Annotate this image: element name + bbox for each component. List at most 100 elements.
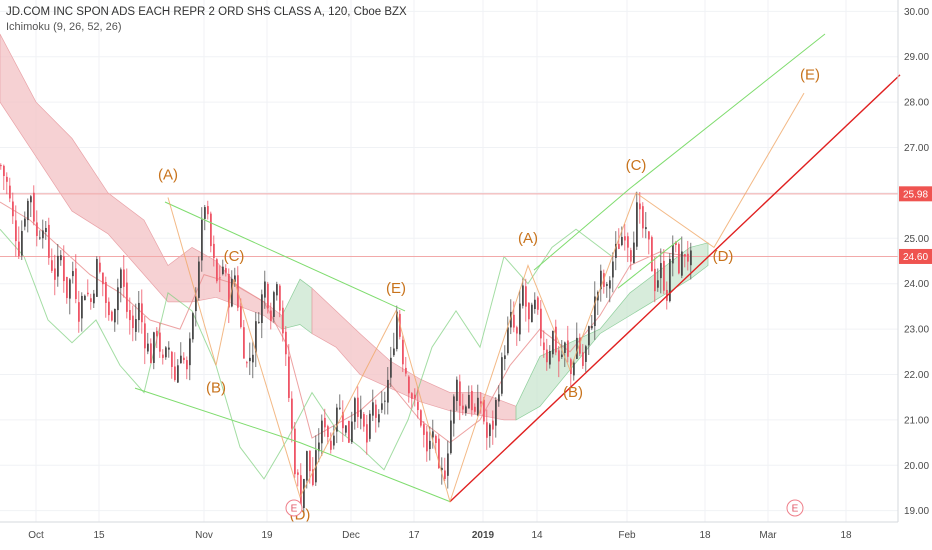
indicator-label[interactable]: Ichimoku (9, 26, 52, 26)	[6, 21, 122, 33]
candle-body	[99, 262, 101, 272]
candle-body	[96, 258, 98, 297]
candle-body	[312, 469, 314, 486]
wave-label: (B)	[563, 384, 583, 401]
candle-body	[138, 302, 140, 321]
price-badge	[899, 248, 932, 264]
candle-body	[6, 176, 8, 182]
candle-body	[93, 293, 95, 304]
candle-body	[240, 306, 242, 328]
candle-body	[609, 280, 611, 289]
candle-body	[147, 343, 149, 352]
candle-body	[153, 332, 155, 363]
candle-body	[357, 397, 359, 417]
price-tick-label: 22.00	[904, 370, 929, 381]
candle-body	[168, 347, 170, 350]
time-tick-label: Feb	[618, 530, 636, 541]
price-badge	[899, 186, 932, 202]
candle-body	[57, 255, 59, 277]
wave-label: (B)	[206, 380, 226, 397]
candle-body	[612, 261, 614, 278]
candle-body	[264, 281, 266, 298]
candle-body	[192, 313, 194, 340]
candle-body	[327, 426, 329, 438]
candle-body	[447, 453, 449, 476]
candle-body	[105, 282, 107, 303]
candles[interactable]	[0, 163, 692, 516]
candle-body	[9, 185, 11, 199]
candle-body	[33, 192, 35, 222]
candle-body	[498, 394, 500, 402]
candle-body	[393, 348, 395, 356]
candle-body	[45, 227, 47, 233]
candle-body	[171, 351, 173, 367]
cloud-bear	[0, 33, 283, 330]
time-axis[interactable]: Oct 15 Nov 19 Dec 17 2019 14 Feb 18 Mar 18	[0, 521, 898, 541]
candle-body	[537, 297, 539, 310]
candle-body	[114, 308, 116, 323]
candle-body	[72, 271, 74, 277]
wave-label: (E)	[800, 66, 820, 83]
candle-body	[69, 279, 71, 299]
candle-body	[621, 236, 623, 246]
candle-body	[132, 315, 134, 329]
candle-body	[111, 311, 113, 321]
candle-body	[630, 250, 632, 262]
candle-body	[507, 327, 509, 354]
candle-body	[567, 340, 569, 357]
elliott-wave-drawings[interactable]	[134, 33, 901, 504]
candle-body	[321, 420, 323, 444]
candle-body	[663, 260, 665, 291]
candle-body	[120, 269, 122, 289]
candle-body	[426, 431, 428, 452]
candle-body	[162, 354, 164, 358]
candle-body	[468, 394, 470, 409]
candle-body	[351, 421, 353, 443]
candle-body	[549, 350, 551, 365]
ichimoku-cloud	[0, 33, 709, 421]
candle-body	[522, 285, 524, 306]
candle-body	[213, 243, 215, 259]
candle-body	[471, 390, 473, 411]
price-axis[interactable]: 19.0020.0021.0022.0023.0024.0025.0026.00…	[897, 0, 932, 522]
candle-body	[135, 319, 137, 332]
candle-body	[126, 282, 128, 312]
candle-body	[684, 254, 686, 257]
candle-body	[579, 337, 581, 354]
candle-body	[543, 342, 545, 350]
time-tick-label: 15	[93, 530, 105, 541]
candle-body	[654, 268, 656, 292]
candle-body	[378, 414, 380, 423]
time-tick-label: Oct	[28, 530, 44, 541]
earnings-marker[interactable]	[786, 499, 804, 517]
candle-body	[255, 321, 257, 353]
candle-body	[480, 401, 482, 404]
wave-label: (A)	[158, 166, 178, 183]
earnings-marker-label: E	[291, 504, 298, 515]
candle-body	[438, 438, 440, 469]
candle-body	[81, 295, 83, 319]
time-tick-label: 18	[699, 530, 711, 541]
candle-body	[594, 296, 596, 327]
candle-body	[369, 413, 371, 439]
candle-body	[420, 410, 422, 426]
candle-body	[624, 236, 626, 241]
candle-body	[297, 472, 299, 475]
earnings-marker[interactable]	[285, 499, 303, 517]
candle-body	[195, 296, 197, 312]
candle-body	[591, 325, 593, 329]
candle-body	[336, 407, 338, 432]
candle-body	[216, 259, 218, 282]
candle-body	[156, 330, 158, 337]
cloud-bull	[515, 242, 709, 421]
candle-body	[291, 398, 293, 429]
candle-body	[600, 270, 602, 290]
candle-body	[66, 276, 68, 299]
candle-body	[84, 295, 86, 301]
symbol-title[interactable]: JD.COM INC SPON ADS EACH REPR 2 ORD SHS …	[6, 6, 407, 18]
candle-body	[360, 409, 362, 419]
candle-body	[450, 420, 452, 454]
candle-body	[411, 393, 413, 399]
time-tick-label: Nov	[195, 530, 213, 541]
